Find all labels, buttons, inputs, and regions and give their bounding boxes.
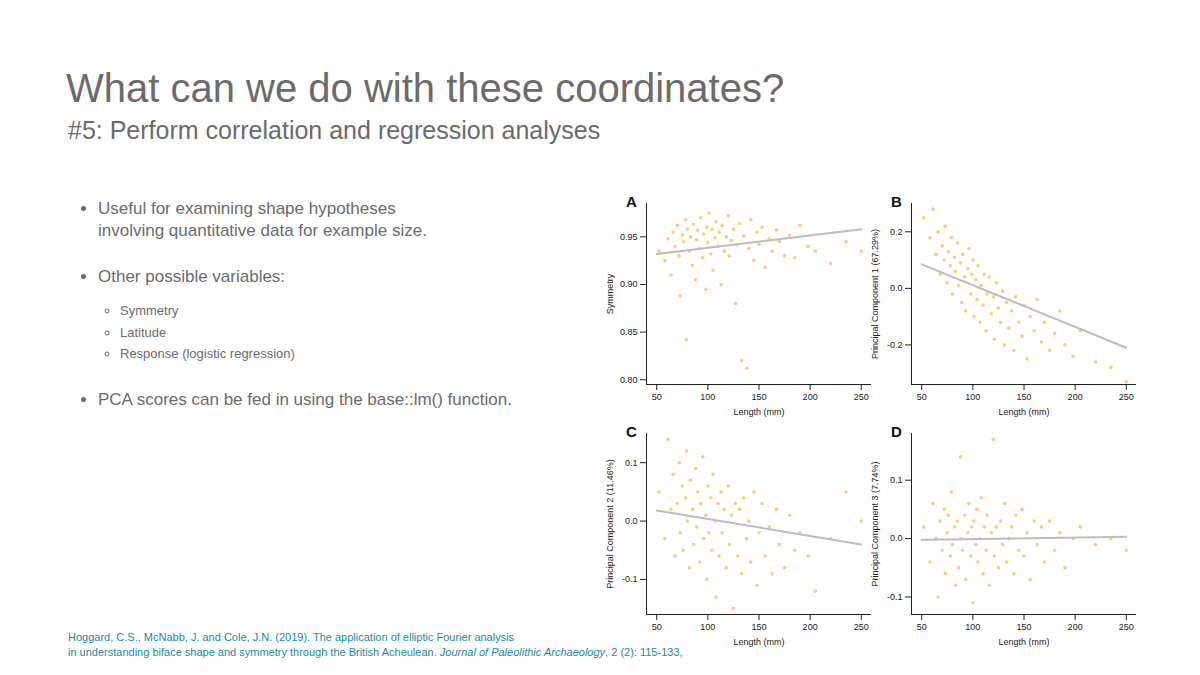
html-text:in understanding biface shape: in understanding biface shape and symmet… — [68, 645, 683, 658]
svg-text:-0.1: -0.1 — [887, 592, 903, 602]
svg-text:Length (mm): Length (mm) — [733, 407, 784, 417]
svg-text:250: 250 — [1119, 622, 1134, 632]
html-text:Symmetry: Symmetry — [120, 303, 179, 319]
svg-text:Length (mm): Length (mm) — [733, 637, 784, 647]
svg-text:Principal Component 2 (11.46%): Principal Component 2 (11.46%) — [605, 459, 615, 588]
svg-text:0.95: 0.95 — [620, 232, 638, 242]
svg-text:250: 250 — [1119, 392, 1134, 402]
html-text:Latitude: Latitude — [120, 324, 167, 340]
html-text:B: B — [891, 193, 902, 210]
html-text:Other possible variables:: Other possible variables: — [98, 267, 286, 287]
html-text:Hoggard, C.S., McNabb, J. and: Hoggard, C.S., McNabb, J. and Cole, J.N.… — [68, 631, 515, 643]
svg-text:200: 200 — [803, 392, 818, 402]
svg-text:100: 100 — [965, 392, 980, 402]
svg-text:Principal Component 1 (67.29%): Principal Component 1 (67.29%) — [870, 229, 880, 359]
svg-text:150: 150 — [1016, 392, 1031, 402]
svg-text:250: 250 — [854, 622, 869, 632]
html-text:What can we do with these coor: What can we do with these coordinates? — [66, 66, 785, 110]
svg-text:0.90: 0.90 — [620, 279, 638, 289]
svg-text:200: 200 — [1068, 392, 1083, 402]
svg-text:50: 50 — [652, 392, 662, 402]
svg-text:50: 50 — [652, 622, 662, 632]
html-text:A: A — [626, 193, 637, 210]
svg-text:0.2: 0.2 — [890, 227, 903, 237]
svg-text:200: 200 — [803, 622, 818, 632]
svg-text:0.0: 0.0 — [625, 516, 638, 526]
svg-text:0.0: 0.0 — [890, 533, 903, 543]
svg-text:Principal Component 3 (7.74%): Principal Component 3 (7.74%) — [870, 461, 880, 586]
html-text:Response (logistic regression): Response (logistic regression) — [120, 346, 295, 362]
svg-text:100: 100 — [700, 622, 715, 632]
svg-text:Length (mm): Length (mm) — [998, 637, 1049, 647]
svg-text:-0.1: -0.1 — [622, 574, 638, 584]
svg-text:0.85: 0.85 — [620, 327, 638, 337]
html-text:Useful for examining shape hyp: Useful for examining shape hypotheses in… — [98, 199, 427, 241]
svg-text:50: 50 — [917, 392, 927, 402]
svg-text:150: 150 — [1016, 622, 1031, 632]
svg-text:-0.2: -0.2 — [887, 340, 903, 350]
svg-text:100: 100 — [700, 392, 715, 402]
svg-text:150: 150 — [751, 392, 766, 402]
svg-text:Symmetry: Symmetry — [605, 273, 615, 314]
html-text:D: D — [891, 423, 902, 440]
svg-text:Length (mm): Length (mm) — [998, 407, 1049, 417]
html-text:#5: Perform correlation and re: #5: Perform correlation and regression a… — [68, 116, 601, 144]
svg-text:50: 50 — [917, 622, 927, 632]
html-text:PCA scores can be fed in using: PCA scores can be fed in using the base:… — [98, 389, 512, 409]
svg-text:150: 150 — [751, 622, 766, 632]
svg-text:200: 200 — [1068, 622, 1083, 632]
html-text:C: C — [626, 423, 637, 440]
svg-text:250: 250 — [854, 392, 869, 402]
svg-text:0.1: 0.1 — [890, 475, 903, 485]
svg-text:100: 100 — [965, 622, 980, 632]
svg-text:0.80: 0.80 — [620, 375, 638, 385]
svg-text:0.1: 0.1 — [625, 458, 638, 468]
svg-text:0.0: 0.0 — [890, 283, 903, 293]
